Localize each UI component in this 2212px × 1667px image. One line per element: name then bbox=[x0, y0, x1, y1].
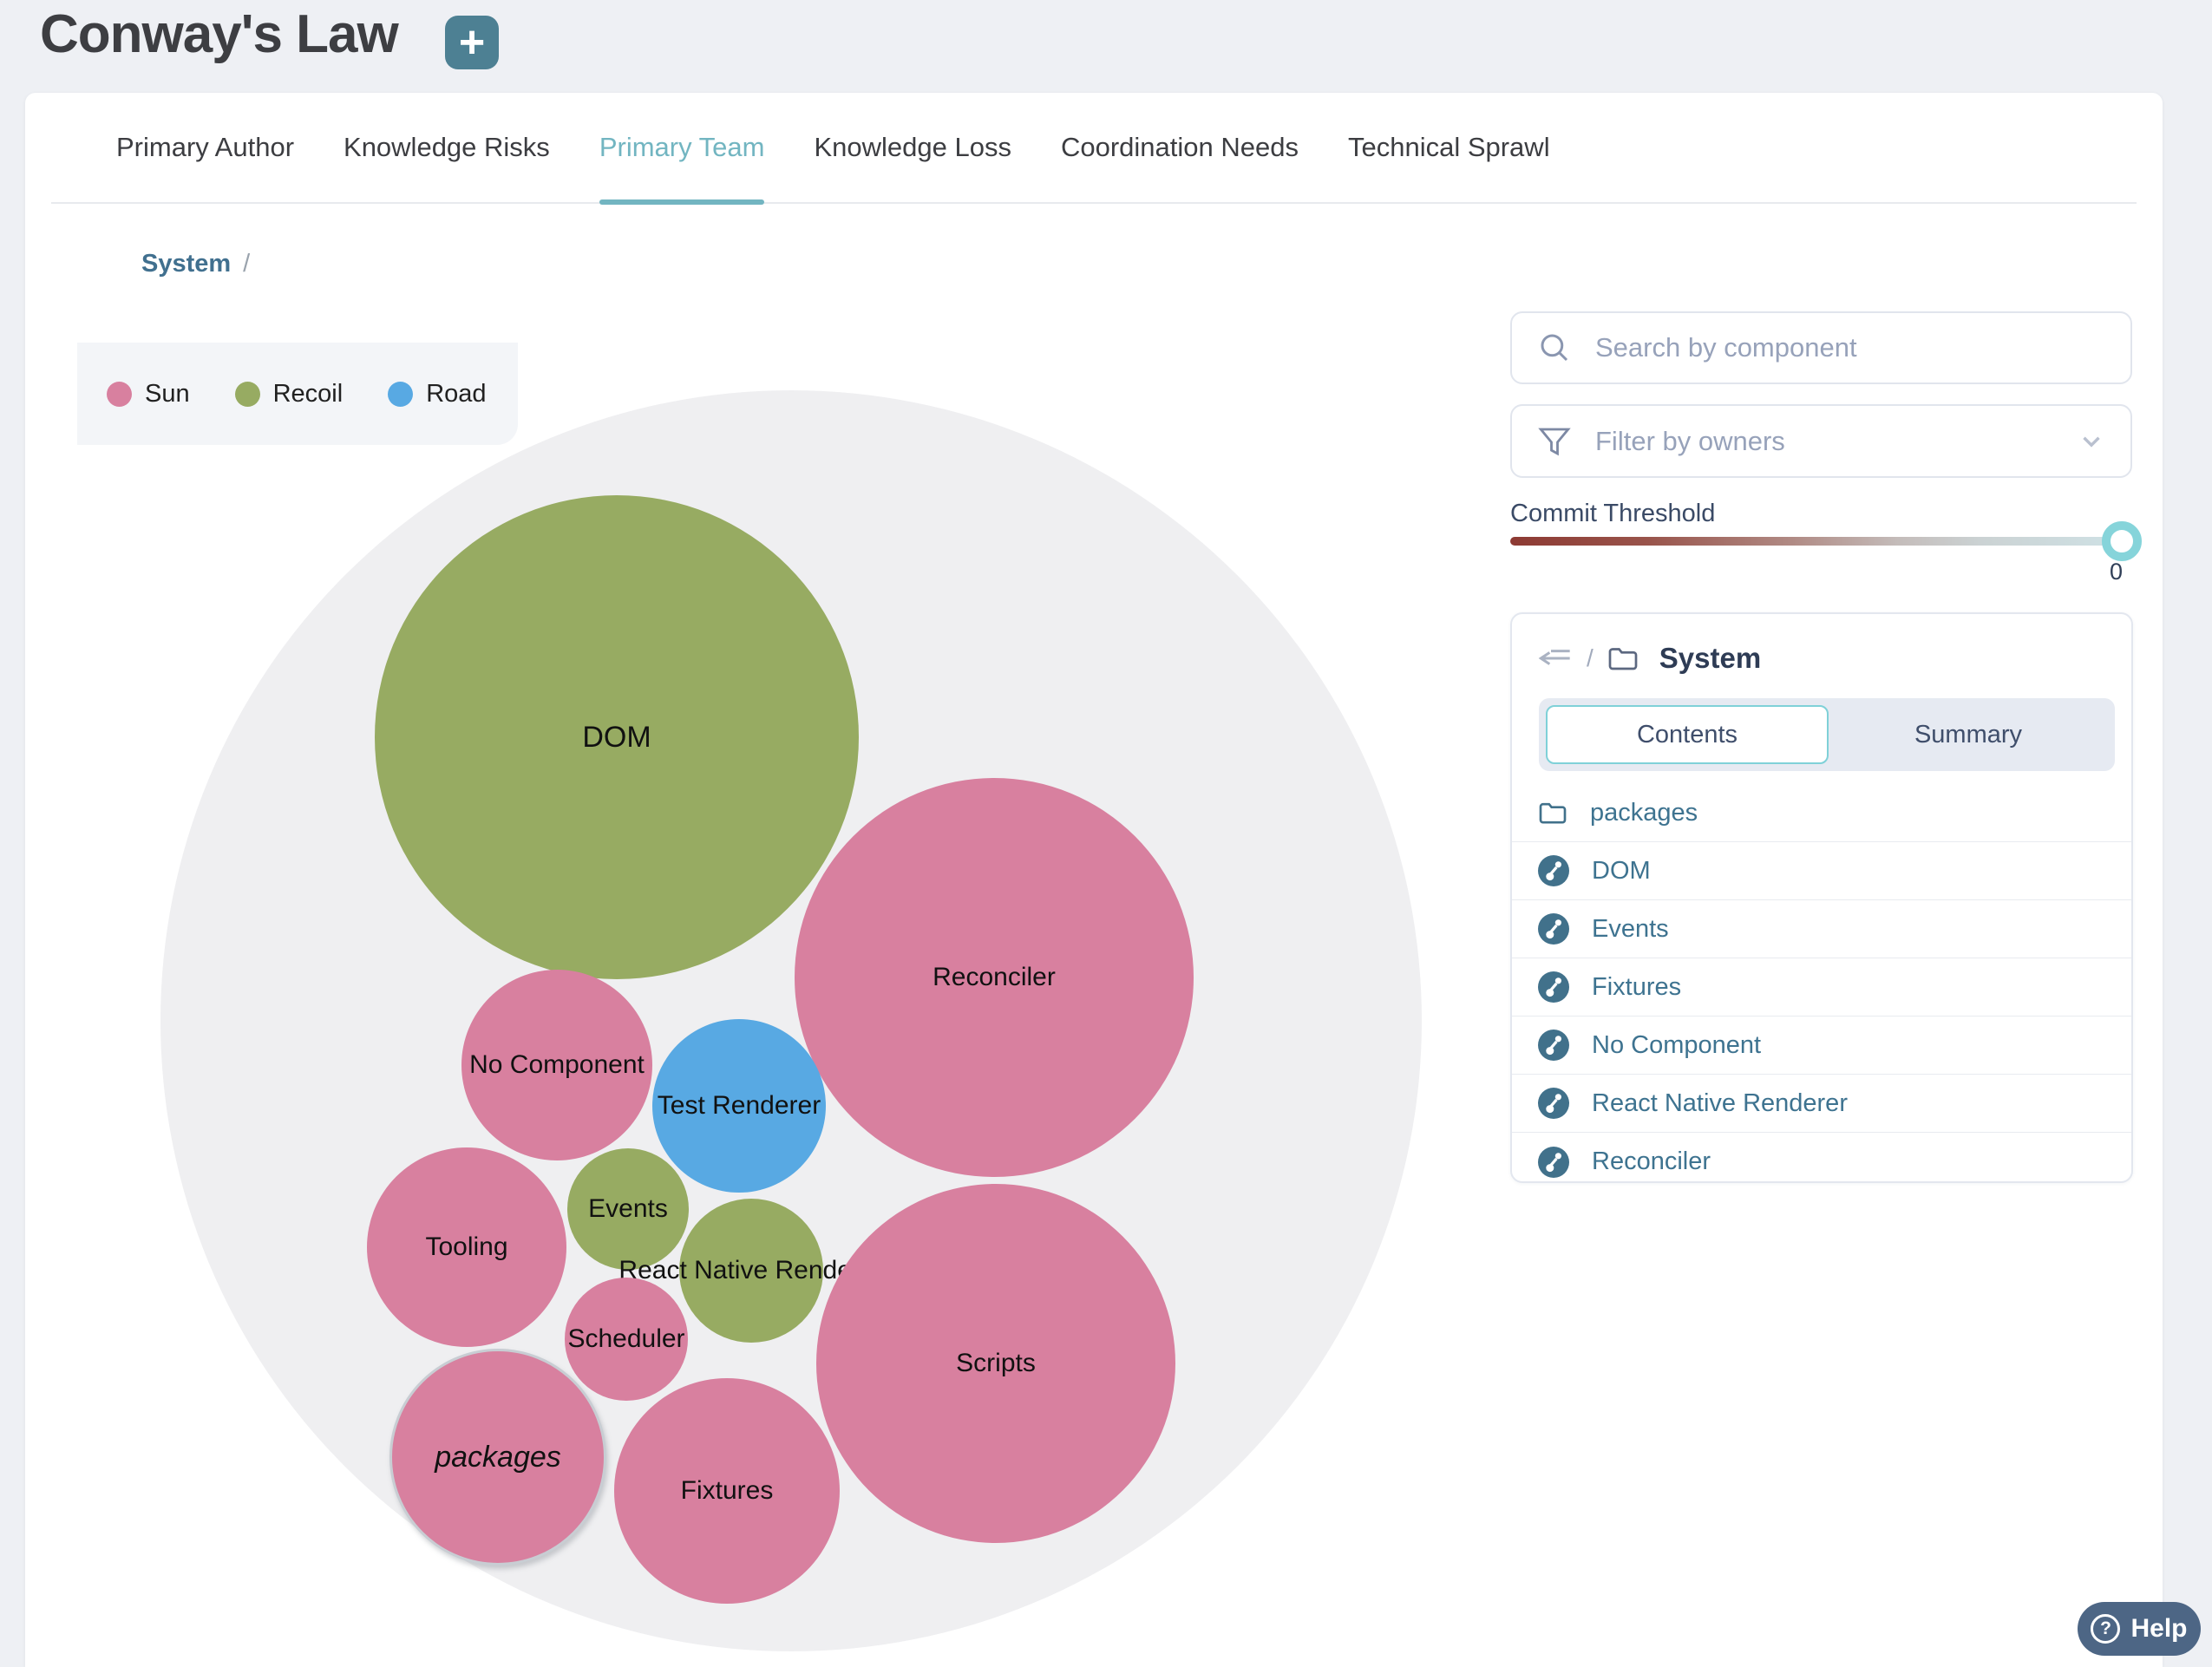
tab-technical-sprawl[interactable]: Technical Sprawl bbox=[1347, 132, 1550, 162]
bubble-label: packages bbox=[435, 1440, 561, 1474]
commit-threshold-label: Commit Threshold bbox=[1510, 500, 1716, 527]
bubble-label: Events bbox=[588, 1194, 668, 1223]
bubble-react-native-renderer[interactable]: React Native Renderer bbox=[618, 1199, 884, 1343]
search-field[interactable]: Search by component bbox=[1510, 311, 2132, 384]
bubble-label: Test Renderer bbox=[657, 1091, 821, 1120]
help-button[interactable]: ? Help bbox=[2078, 1602, 2201, 1656]
bubble-scheduler[interactable]: Scheduler bbox=[565, 1278, 688, 1401]
commit-threshold-slider[interactable] bbox=[1510, 537, 2136, 546]
panel-item-label: Events bbox=[1592, 914, 1669, 943]
filter-placeholder: Filter by owners bbox=[1595, 425, 1785, 456]
panel-item-packages[interactable]: packages bbox=[1512, 784, 2131, 842]
git-component-icon bbox=[1538, 1146, 1569, 1178]
funnel-icon bbox=[1538, 428, 1571, 455]
git-component-icon bbox=[1538, 1030, 1569, 1061]
folder-icon bbox=[1608, 648, 1638, 670]
back-arrow-icon[interactable] bbox=[1538, 644, 1573, 673]
commit-threshold-value: 0 bbox=[2110, 559, 2124, 585]
question-mark-icon: ? bbox=[2091, 1614, 2121, 1644]
bubble-dom[interactable]: DOM bbox=[375, 495, 859, 979]
legend-item-recoil: Recoil bbox=[234, 380, 343, 409]
git-component-icon bbox=[1538, 913, 1569, 945]
panel-item-label: Fixtures bbox=[1592, 972, 1682, 1001]
bubble-packages[interactable]: packages bbox=[389, 1349, 606, 1566]
bubble-label: Fixtures bbox=[680, 1476, 774, 1505]
panel-item-react-native-renderer[interactable]: React Native Renderer bbox=[1512, 1075, 2131, 1133]
tab-contents[interactable]: Contents bbox=[1546, 705, 1829, 764]
bubble-label: Reconciler bbox=[933, 963, 1056, 991]
add-button[interactable]: + bbox=[445, 16, 499, 69]
panel-segmented-control: Contents Summary bbox=[1539, 698, 2115, 771]
chevron-down-icon bbox=[2083, 436, 2100, 448]
bubble-label: No Component bbox=[469, 1050, 645, 1079]
breadcrumb-separator: / bbox=[243, 250, 251, 278]
panel-item-label: packages bbox=[1590, 798, 1698, 827]
tab-summary[interactable]: Summary bbox=[1914, 720, 2023, 749]
git-component-icon bbox=[1538, 971, 1569, 1003]
system-panel-header: / System bbox=[1538, 642, 1761, 675]
panel-item-label: DOM bbox=[1592, 856, 1651, 885]
tab-primary-team[interactable]: Primary Team bbox=[599, 93, 764, 205]
bubble-reconciler[interactable]: Reconciler bbox=[795, 778, 1194, 1177]
panel-item-reconciler[interactable]: Reconciler bbox=[1512, 1133, 2131, 1191]
bubble-label: Scheduler bbox=[567, 1324, 685, 1353]
bubble-events[interactable]: Events bbox=[567, 1148, 689, 1270]
breadcrumb: System / bbox=[141, 250, 250, 278]
bubble-label: Scripts bbox=[956, 1349, 1036, 1377]
panel-item-events[interactable]: Events bbox=[1512, 900, 2131, 958]
bubble-no-component[interactable]: No Component bbox=[461, 970, 652, 1160]
panel-item-fixtures[interactable]: Fixtures bbox=[1512, 958, 2131, 1017]
help-label: Help bbox=[2130, 1614, 2188, 1643]
tab-knowledge-risks[interactable]: Knowledge Risks bbox=[344, 132, 550, 162]
page-title: Conway's Law bbox=[40, 4, 399, 64]
bubble-test-renderer[interactable]: Test Renderer bbox=[652, 1019, 826, 1193]
search-placeholder: Search by component bbox=[1595, 332, 1857, 363]
system-panel: / System Contents Summary packages DOM Eve… bbox=[1510, 612, 2133, 1183]
commit-threshold-handle[interactable] bbox=[2102, 521, 2142, 561]
tab-coordination-needs[interactable]: Coordination Needs bbox=[1060, 132, 1299, 162]
git-component-icon bbox=[1538, 855, 1569, 886]
filter-owners-dropdown[interactable]: Filter by owners bbox=[1510, 404, 2132, 478]
bubble-tooling[interactable]: Tooling bbox=[367, 1147, 566, 1347]
tab-primary-author[interactable]: Primary Author bbox=[116, 132, 295, 162]
bubble-label: DOM bbox=[582, 720, 651, 754]
bubble-label: Tooling bbox=[425, 1232, 508, 1261]
tab-knowledge-loss[interactable]: Knowledge Loss bbox=[814, 132, 1011, 162]
panel-item-label: Reconciler bbox=[1592, 1147, 1711, 1175]
panel-item-label: No Component bbox=[1592, 1030, 1762, 1059]
panel-title: System bbox=[1659, 642, 1762, 674]
plus-icon: + bbox=[458, 17, 486, 68]
bubble-scripts[interactable]: Scripts bbox=[816, 1184, 1175, 1543]
breadcrumb-system-link[interactable]: System bbox=[141, 250, 232, 278]
legend-dot-icon bbox=[234, 381, 260, 407]
panel-item-dom[interactable]: DOM bbox=[1512, 842, 2131, 900]
legend-item-road: Road bbox=[388, 380, 487, 409]
bubble-fixtures[interactable]: Fixtures bbox=[614, 1378, 840, 1604]
chart-legend: Sun Recoil Road bbox=[77, 343, 518, 445]
panel-content-list: packages DOM Events Fixtures No Component Rea… bbox=[1512, 784, 2131, 1191]
legend-dot-icon bbox=[388, 381, 414, 407]
tab-bar: Primary Author Knowledge Risks Primary Tea… bbox=[51, 93, 2137, 205]
legend-dot-icon bbox=[107, 381, 132, 407]
panel-item-no-component[interactable]: No Component bbox=[1512, 1017, 2131, 1075]
folder-icon bbox=[1539, 802, 1567, 824]
legend-item-sun: Sun bbox=[107, 380, 190, 409]
search-icon bbox=[1541, 334, 1568, 362]
panel-separator: / bbox=[1587, 644, 1594, 671]
git-component-icon bbox=[1538, 1088, 1569, 1119]
panel-item-label: React Native Renderer bbox=[1592, 1088, 1848, 1117]
